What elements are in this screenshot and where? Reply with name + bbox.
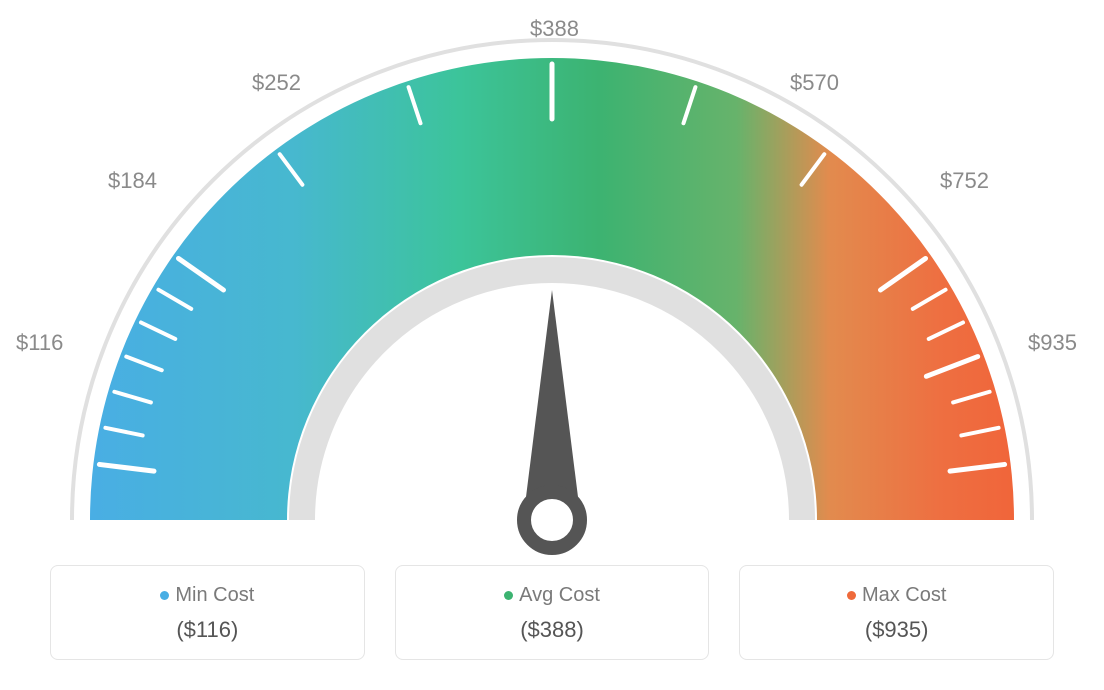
gauge-svg xyxy=(0,0,1104,560)
legend-card-max: Max Cost ($935) xyxy=(739,565,1054,660)
gauge-area: $116 $184 $252 $388 $570 $752 $935 xyxy=(0,0,1104,560)
tick-label: $570 xyxy=(790,70,839,96)
legend-dot-min xyxy=(160,591,169,600)
tick-label: $252 xyxy=(252,70,301,96)
legend-label-min: Min Cost xyxy=(175,584,254,606)
legend-card-avg: Avg Cost ($388) xyxy=(395,565,710,660)
gauge-chart-container: $116 $184 $252 $388 $570 $752 $935 Min Cost ($… xyxy=(0,0,1104,690)
legend-value-min: ($116) xyxy=(61,617,354,643)
legend-label-avg: Avg Cost xyxy=(519,584,600,606)
legend-title-max: Max Cost xyxy=(750,584,1043,607)
legend-row: Min Cost ($116) Avg Cost ($388) Max Cost… xyxy=(50,565,1054,660)
tick-label: $752 xyxy=(940,168,989,194)
legend-dot-max xyxy=(847,591,856,600)
legend-dot-avg xyxy=(504,591,513,600)
tick-label: $935 xyxy=(1028,330,1077,356)
legend-title-avg: Avg Cost xyxy=(406,584,699,607)
legend-value-max: ($935) xyxy=(750,617,1043,643)
legend-title-min: Min Cost xyxy=(61,584,354,607)
tick-label: $388 xyxy=(530,16,579,42)
legend-value-avg: ($388) xyxy=(406,617,699,643)
legend-card-min: Min Cost ($116) xyxy=(50,565,365,660)
tick-label: $184 xyxy=(108,168,157,194)
legend-label-max: Max Cost xyxy=(862,584,946,606)
tick-label: $116 xyxy=(16,330,63,356)
